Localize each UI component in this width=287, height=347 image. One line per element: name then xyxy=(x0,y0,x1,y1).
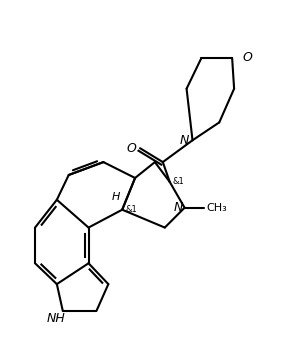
Text: &1: &1 xyxy=(125,205,137,214)
Text: O: O xyxy=(242,51,252,65)
Text: &1: &1 xyxy=(173,177,185,186)
Text: NH: NH xyxy=(46,312,65,325)
Text: CH₃: CH₃ xyxy=(206,203,227,213)
Text: N: N xyxy=(179,134,189,147)
Text: N: N xyxy=(173,201,183,214)
Text: H: H xyxy=(112,192,120,202)
Text: O: O xyxy=(126,142,136,155)
